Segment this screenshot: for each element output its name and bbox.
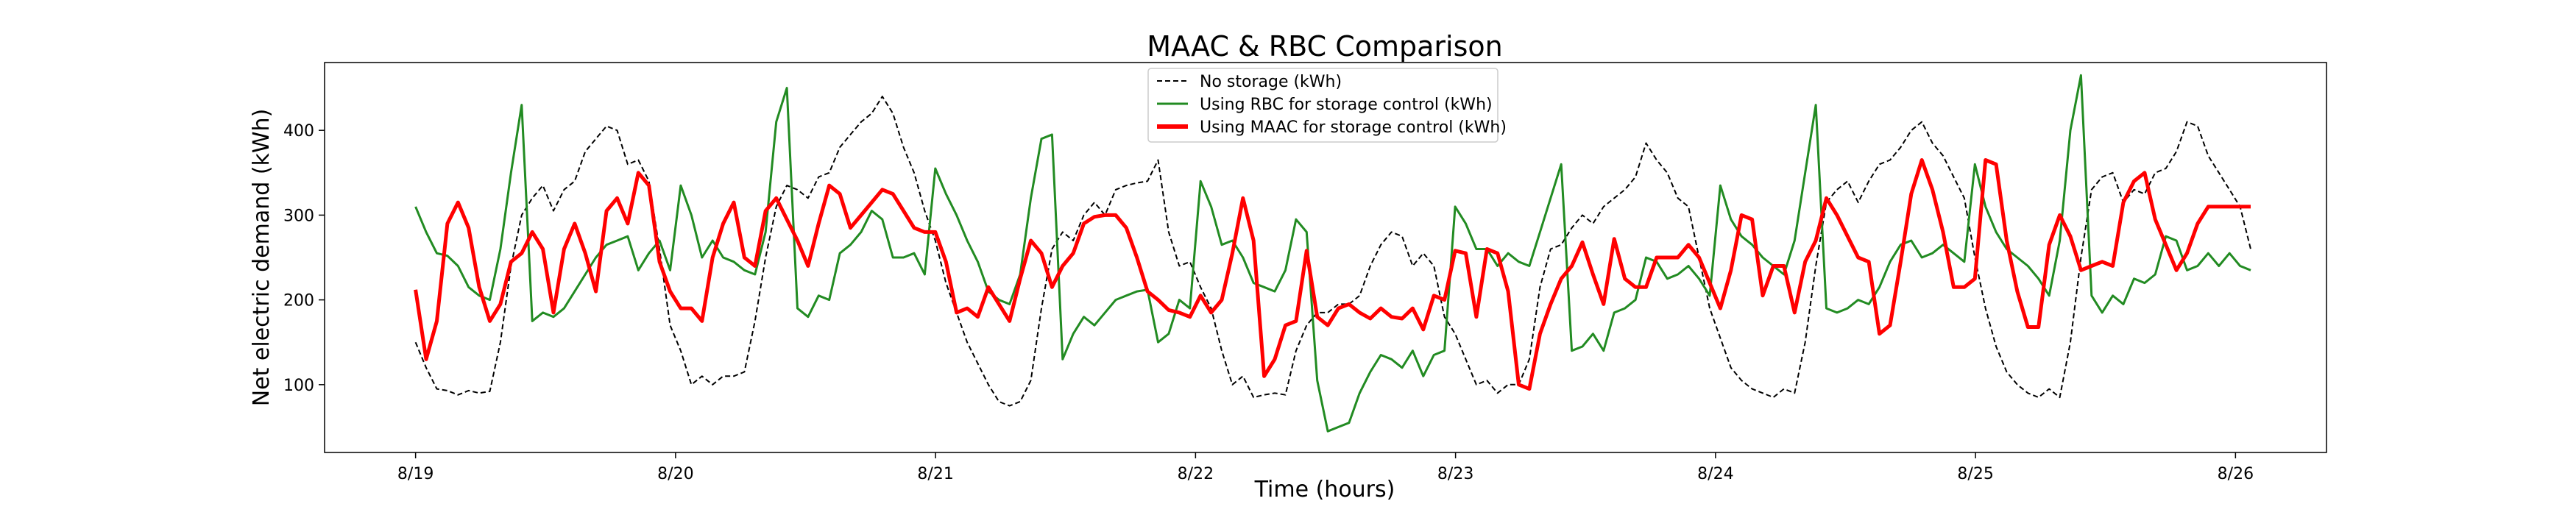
y-tick-label: 100 [283, 377, 314, 395]
legend-label-no-storage: No storage (kWh) [1200, 73, 1342, 91]
x-tick-label: 8/20 [657, 465, 693, 483]
y-tick-label: 300 [283, 207, 314, 225]
x-tick-label: 8/24 [1697, 465, 1733, 483]
series-layer [414, 74, 2251, 433]
x-axis: 8/19 8/20 8/21 8/22 8/23 8/24 8/25 8/26 [397, 452, 2254, 483]
y-tick-label: 200 [283, 292, 314, 310]
x-tick-label: 8/21 [917, 465, 953, 483]
x-tick-label: 8/26 [2218, 465, 2254, 483]
x-tick-label: 8/25 [1957, 465, 1993, 483]
legend: No storage (kWh) Using RBC for storage c… [1147, 68, 1507, 143]
y-tick-label: 400 [283, 122, 314, 141]
legend-label-maac: Using MAAC for storage control (kWh) [1200, 118, 1507, 137]
legend-label-rbc: Using RBC for storage control (kWh) [1200, 96, 1493, 114]
chart-title: MAAC & RBC Comparison [1147, 30, 1502, 63]
x-tick-label: 8/19 [397, 465, 434, 483]
series-line-no-storage [414, 96, 2251, 407]
legend-box [1147, 68, 1498, 143]
y-axis-label: Net electric demand (kWh) [249, 109, 275, 407]
x-tick-label: 8/23 [1437, 465, 1473, 483]
y-axis: 100 200 300 400 [283, 122, 325, 395]
series-line-maac [414, 158, 2251, 391]
x-tick-label: 8/22 [1178, 465, 1214, 483]
x-axis-label: Time (hours) [1254, 477, 1395, 502]
